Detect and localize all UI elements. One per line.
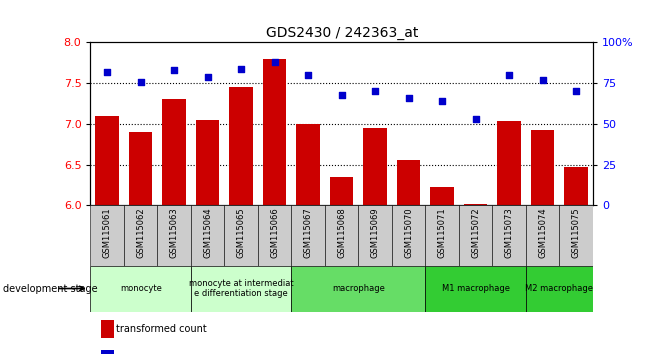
Point: [370, 88, 381, 94]
Point: [202, 74, 213, 80]
Point: [571, 88, 582, 94]
Text: GSM115070: GSM115070: [404, 207, 413, 258]
Bar: [425, 266, 526, 312]
Bar: [196, 120, 219, 205]
Bar: [358, 205, 392, 266]
Text: GSM115063: GSM115063: [170, 207, 179, 258]
Bar: [124, 205, 157, 266]
Bar: [392, 205, 425, 266]
Point: [303, 72, 314, 78]
Text: GSM115069: GSM115069: [371, 207, 380, 258]
Point: [169, 67, 180, 73]
Text: M1 macrophage: M1 macrophage: [442, 284, 510, 293]
Text: GSM115062: GSM115062: [136, 207, 145, 258]
Bar: [325, 205, 358, 266]
Bar: [497, 121, 521, 205]
Bar: [96, 116, 119, 205]
Text: GSM115073: GSM115073: [505, 207, 514, 258]
Point: [537, 77, 548, 83]
Bar: [425, 205, 459, 266]
Text: monocyte: monocyte: [120, 284, 161, 293]
Bar: [263, 59, 287, 205]
Text: GSM115064: GSM115064: [203, 207, 212, 258]
Point: [269, 59, 280, 65]
Bar: [364, 128, 387, 205]
Text: GSM115074: GSM115074: [538, 207, 547, 258]
Bar: [464, 204, 488, 205]
Bar: [397, 160, 421, 205]
Title: GDS2430 / 242363_at: GDS2430 / 242363_at: [265, 26, 418, 40]
Point: [504, 72, 515, 78]
Bar: [559, 205, 593, 266]
Bar: [526, 266, 593, 312]
Bar: [162, 99, 186, 205]
Bar: [564, 167, 588, 205]
Text: GSM115066: GSM115066: [270, 207, 279, 258]
Point: [336, 92, 347, 97]
Text: transformed count: transformed count: [116, 324, 206, 335]
Point: [102, 69, 113, 75]
Point: [470, 116, 481, 122]
Bar: [129, 132, 153, 205]
Text: macrophage: macrophage: [332, 284, 385, 293]
Bar: [531, 130, 554, 205]
Bar: [291, 266, 425, 312]
Text: M2 macrophage: M2 macrophage: [525, 284, 594, 293]
Bar: [157, 205, 191, 266]
Text: GSM115068: GSM115068: [337, 207, 346, 258]
Bar: [297, 124, 320, 205]
Bar: [224, 205, 258, 266]
Bar: [291, 205, 325, 266]
Text: GSM115075: GSM115075: [572, 207, 581, 258]
Point: [437, 98, 448, 104]
Point: [403, 95, 414, 101]
Text: development stage: development stage: [3, 284, 98, 293]
Text: GSM115067: GSM115067: [304, 207, 313, 258]
Bar: [459, 205, 492, 266]
Bar: [100, 320, 115, 338]
Text: GSM115072: GSM115072: [471, 207, 480, 258]
Bar: [90, 205, 124, 266]
Bar: [330, 177, 354, 205]
Bar: [431, 187, 454, 205]
Text: GSM115071: GSM115071: [438, 207, 447, 258]
Bar: [258, 205, 291, 266]
Bar: [229, 87, 253, 205]
Text: GSM115065: GSM115065: [237, 207, 246, 258]
Bar: [191, 205, 224, 266]
Bar: [90, 266, 191, 312]
Bar: [100, 350, 115, 354]
Bar: [492, 205, 526, 266]
Text: GSM115061: GSM115061: [103, 207, 112, 258]
Bar: [526, 205, 559, 266]
Point: [236, 66, 247, 72]
Bar: [191, 266, 291, 312]
Text: monocyte at intermediat
e differentiation stage: monocyte at intermediat e differentiatio…: [189, 279, 293, 298]
Point: [135, 79, 146, 84]
